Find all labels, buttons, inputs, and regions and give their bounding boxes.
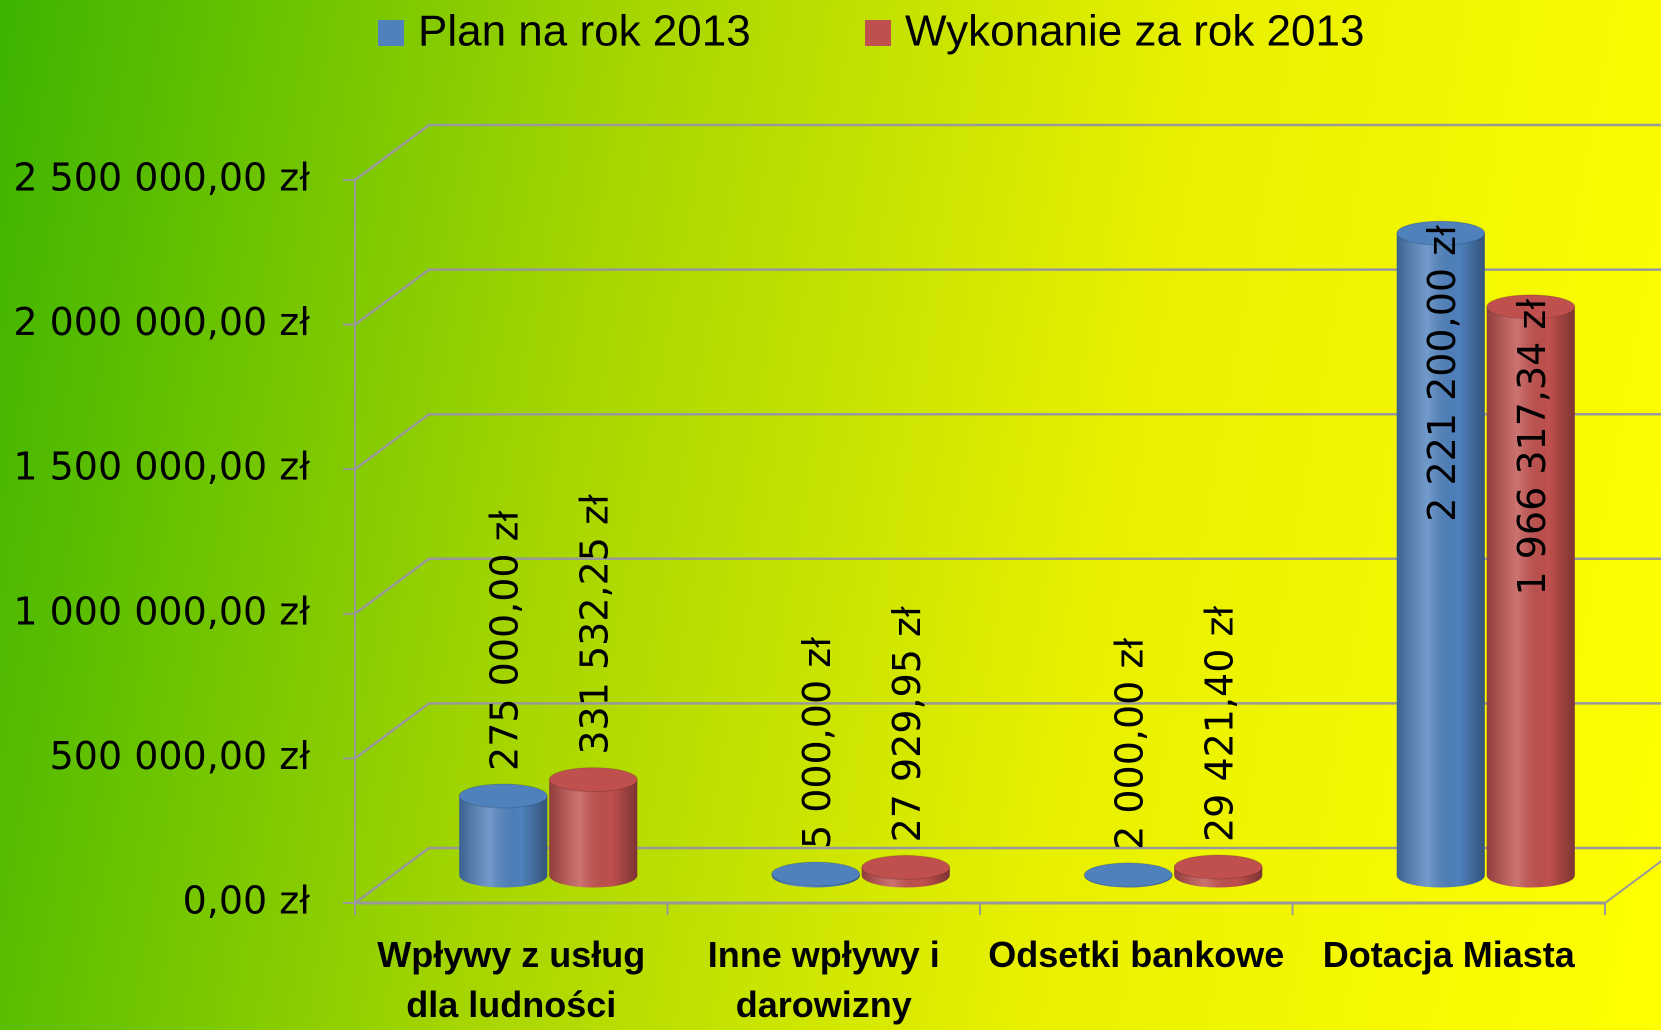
value-label: 275 000,00 zł	[483, 510, 527, 771]
cylinder	[771, 861, 861, 888]
y-tick-label: 0,00 zł	[183, 879, 311, 923]
x-tick-label: Odsetki bankowe	[988, 934, 1285, 975]
bar-top	[1083, 862, 1173, 888]
y-tick-label: 2 500 000,00 zł	[13, 156, 310, 200]
grid-line	[354, 412, 1661, 471]
y-tick-label: 500 000,00 zł	[50, 734, 311, 778]
value-label: 2 000,00 zł	[1108, 638, 1152, 850]
cylinder	[1083, 862, 1173, 888]
cylinder	[548, 767, 638, 888]
x-tick-label: Dotacja Miasta	[1322, 934, 1575, 975]
value-label: 1 966 317,34 zł	[1510, 299, 1554, 596]
cylinder	[1486, 294, 1576, 888]
grid-line	[354, 268, 1661, 326]
value-label: 29 421,40 zł	[1198, 606, 1242, 842]
cylinder	[1396, 220, 1486, 888]
bar-top	[771, 861, 861, 887]
cylinder	[458, 783, 548, 888]
grid-line	[354, 702, 1661, 760]
cylinder	[1173, 854, 1263, 888]
bar-top	[548, 767, 638, 793]
bar-shade	[459, 795, 548, 888]
value-label: 5 000,00 zł	[795, 637, 839, 849]
value-label: 2 221 200,00 zł	[1420, 225, 1464, 522]
grid-line	[354, 846, 1661, 905]
bar-top	[1486, 294, 1576, 320]
bar-top	[458, 783, 548, 809]
value-label: 27 929,95 zł	[885, 606, 929, 842]
bar-shade	[549, 779, 638, 888]
bar-top	[861, 854, 951, 880]
cylinder	[861, 854, 951, 888]
bar-shade	[1486, 306, 1575, 888]
legend-swatch	[378, 20, 404, 46]
bar-shade	[1396, 233, 1485, 888]
x-tick-label: Inne wpływy i darowizny	[707, 934, 940, 1025]
y-tick-label: 2 000 000,00 zł	[13, 300, 310, 344]
grid-line	[354, 557, 1661, 615]
value-label: 331 532,25 zł	[573, 494, 617, 755]
bar-top	[1173, 854, 1263, 880]
legend-swatch	[865, 20, 891, 46]
x-tick-label: Wpływy z usług dla ludności	[377, 934, 646, 1025]
legend-label: Wykonanie za rok 2013	[905, 7, 1364, 56]
y-tick-label: 1 000 000,00 zł	[13, 589, 310, 633]
bar-top	[1396, 220, 1486, 246]
legend-label: Plan na rok 2013	[418, 7, 751, 56]
grid-line	[354, 123, 1661, 182]
y-tick-label: 1 500 000,00 zł	[13, 445, 310, 489]
